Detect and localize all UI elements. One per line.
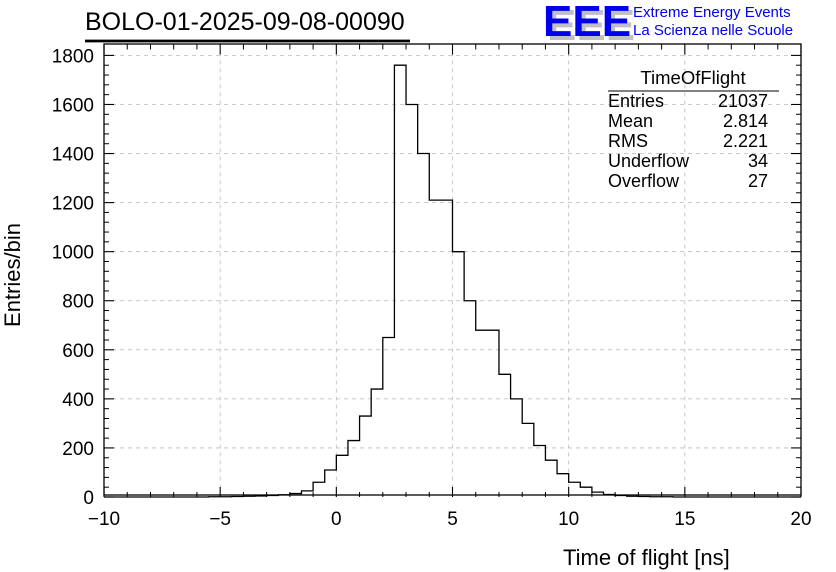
- svg-text:TimeOfFlight: TimeOfFlight: [640, 67, 745, 88]
- svg-text:Entries/bin: Entries/bin: [0, 223, 25, 327]
- svg-text:0: 0: [331, 509, 342, 530]
- svg-text:5: 5: [447, 509, 458, 530]
- svg-text:27: 27: [748, 171, 768, 191]
- svg-text:1000: 1000: [52, 243, 94, 264]
- svg-text:Time of flight [ns]: Time of flight [ns]: [563, 545, 730, 570]
- svg-text:RMS: RMS: [608, 131, 648, 151]
- svg-text:1200: 1200: [52, 194, 94, 215]
- svg-text:EEE: EEE: [543, 0, 631, 46]
- svg-text:400: 400: [62, 390, 94, 411]
- svg-text:1800: 1800: [52, 46, 94, 67]
- svg-text:800: 800: [62, 292, 94, 313]
- svg-text:Overflow: Overflow: [608, 171, 680, 191]
- svg-text:2.221: 2.221: [723, 131, 768, 151]
- svg-text:La Scienza nelle Scuole: La Scienza nelle Scuole: [633, 22, 793, 39]
- svg-text:15: 15: [674, 509, 695, 530]
- svg-text:Underflow: Underflow: [608, 151, 690, 171]
- svg-text:0: 0: [83, 488, 94, 509]
- svg-text:20: 20: [790, 509, 811, 530]
- svg-text:Mean: Mean: [608, 111, 653, 131]
- svg-text:200: 200: [62, 439, 94, 460]
- svg-text:BOLO-01-2025-09-08-00090: BOLO-01-2025-09-08-00090: [85, 8, 405, 36]
- svg-text:−10: −10: [88, 509, 120, 530]
- svg-text:21037: 21037: [718, 91, 768, 111]
- svg-text:2.814: 2.814: [723, 111, 768, 131]
- svg-text:Extreme Energy Events: Extreme Energy Events: [633, 4, 791, 21]
- svg-text:1600: 1600: [52, 95, 94, 116]
- svg-text:−5: −5: [209, 509, 231, 530]
- svg-text:34: 34: [748, 151, 768, 171]
- svg-text:Entries: Entries: [608, 91, 664, 111]
- svg-text:10: 10: [558, 509, 579, 530]
- svg-text:1400: 1400: [52, 145, 94, 166]
- svg-text:600: 600: [62, 341, 94, 362]
